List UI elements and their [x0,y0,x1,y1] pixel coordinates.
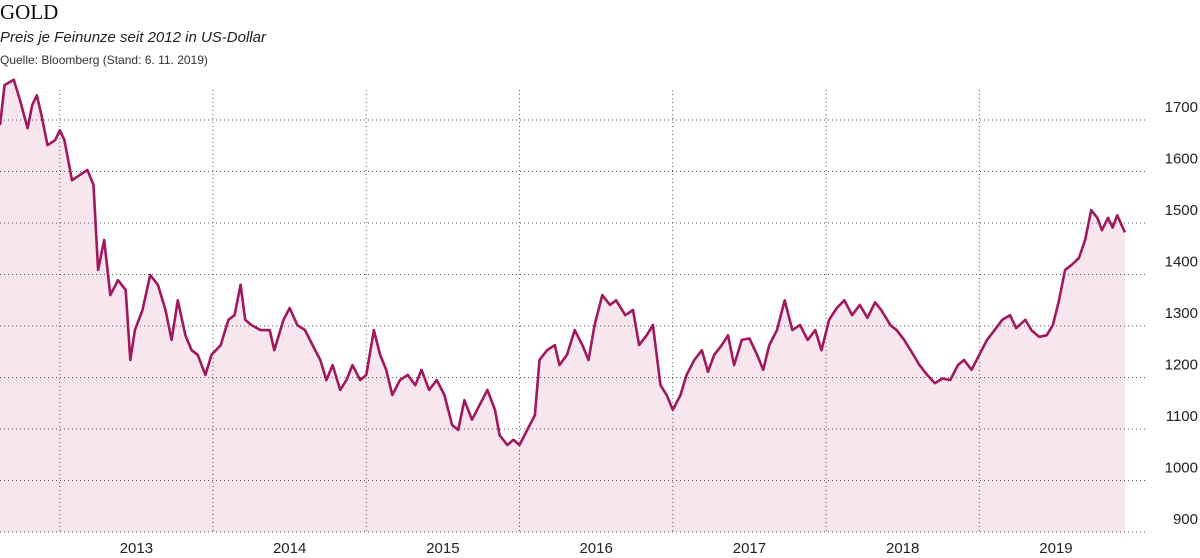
x-tick-label: 2019 [1039,540,1072,557]
line [0,78,1127,447]
chart-subtitle: Preis je Feinunze seit 2012 in US-Dollar [0,29,267,46]
x-tick-label: 2018 [886,540,919,557]
x-tick-label: 2016 [579,540,612,557]
plot-area: 900 1000 1100 1200 1300 1400 1500 1600 1700 2013 2… [0,78,1198,557]
y-tick-label: 1400 [1165,254,1198,271]
y-tick-label: 1300 [1165,305,1198,322]
chart-source: Quelle: Bloomberg (Stand: 6. 11. 2019) [0,53,208,67]
y-tick-label: 1200 [1165,357,1198,374]
area [0,79,1125,533]
y-tick-label: 1100 [1166,408,1198,425]
y-tick-label: 1000 [1165,460,1198,477]
x-tick-label: 2013 [120,540,153,557]
x-tick-label: 2017 [733,540,766,557]
x-tick-label: 2014 [273,540,306,557]
x-tick-label: 2015 [426,540,459,557]
y-tick-label: 1600 [1165,151,1198,168]
y-tick-label: 1700 [1165,99,1198,116]
y-tick-label: 1500 [1165,202,1198,219]
y-tick-label: 900 [1173,511,1198,528]
chart-title: GOLD [0,0,58,24]
